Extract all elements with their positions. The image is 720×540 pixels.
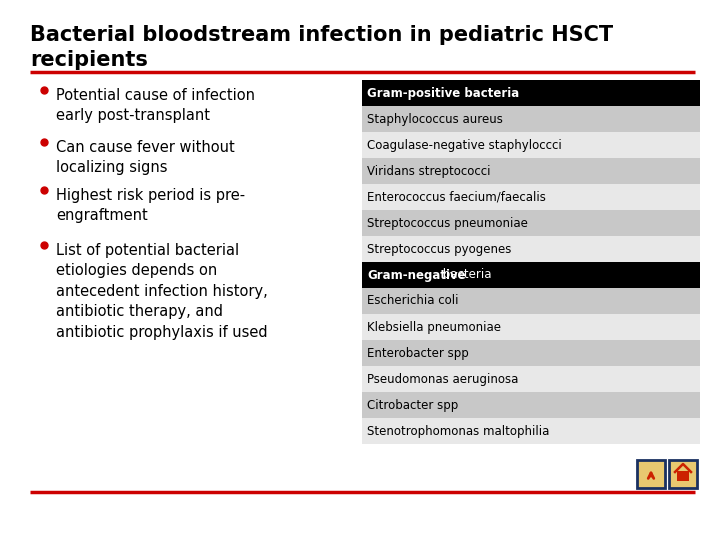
Bar bbox=[362, 340, 700, 366]
Bar bbox=[362, 392, 700, 418]
Text: Gram-positive bacteria: Gram-positive bacteria bbox=[367, 86, 519, 99]
Text: Highest risk period is pre-
engraftment: Highest risk period is pre- engraftment bbox=[56, 188, 245, 224]
Bar bbox=[362, 106, 700, 132]
Bar bbox=[362, 288, 700, 314]
Bar bbox=[362, 158, 700, 184]
Text: Enterococcus faecium/faecalis: Enterococcus faecium/faecalis bbox=[367, 191, 546, 204]
Text: bacteria: bacteria bbox=[439, 268, 492, 281]
Text: Bacterial bloodstream infection in pediatric HSCT: Bacterial bloodstream infection in pedia… bbox=[30, 25, 613, 45]
Bar bbox=[362, 184, 700, 210]
Text: Stenotrophomonas maltophilia: Stenotrophomonas maltophilia bbox=[367, 424, 549, 437]
Text: Streptococcus pyogenes: Streptococcus pyogenes bbox=[367, 242, 511, 255]
Text: Enterobacter spp: Enterobacter spp bbox=[367, 347, 469, 360]
Bar bbox=[362, 132, 700, 158]
Bar bbox=[362, 314, 700, 340]
Text: Viridans streptococci: Viridans streptococci bbox=[367, 165, 490, 178]
Text: Pseudomonas aeruginosa: Pseudomonas aeruginosa bbox=[367, 373, 518, 386]
Text: recipients: recipients bbox=[30, 50, 148, 70]
Bar bbox=[637, 460, 665, 488]
Text: Potential cause of infection
early post-transplant: Potential cause of infection early post-… bbox=[56, 88, 255, 124]
Text: Citrobacter spp: Citrobacter spp bbox=[367, 399, 458, 411]
Bar bbox=[362, 210, 700, 236]
Text: Escherichia coli: Escherichia coli bbox=[367, 294, 459, 307]
Text: Klebsiella pneumoniae: Klebsiella pneumoniae bbox=[367, 321, 501, 334]
Bar bbox=[362, 80, 700, 106]
Text: Streptococcus pneumoniae: Streptococcus pneumoniae bbox=[367, 217, 528, 230]
Bar bbox=[362, 366, 700, 392]
Text: Gram-negative: Gram-negative bbox=[367, 268, 466, 281]
Bar bbox=[362, 262, 700, 288]
Bar bbox=[677, 471, 689, 481]
Text: Staphylococcus aureus: Staphylococcus aureus bbox=[367, 112, 503, 125]
Bar bbox=[362, 418, 700, 444]
Bar bbox=[669, 460, 697, 488]
Bar bbox=[362, 236, 700, 262]
Text: List of potential bacterial
etiologies depends on
antecedent infection history,
: List of potential bacterial etiologies d… bbox=[56, 243, 268, 340]
Text: Coagulase-negative staphyloccci: Coagulase-negative staphyloccci bbox=[367, 138, 562, 152]
Text: Can cause fever without
localizing signs: Can cause fever without localizing signs bbox=[56, 140, 235, 176]
